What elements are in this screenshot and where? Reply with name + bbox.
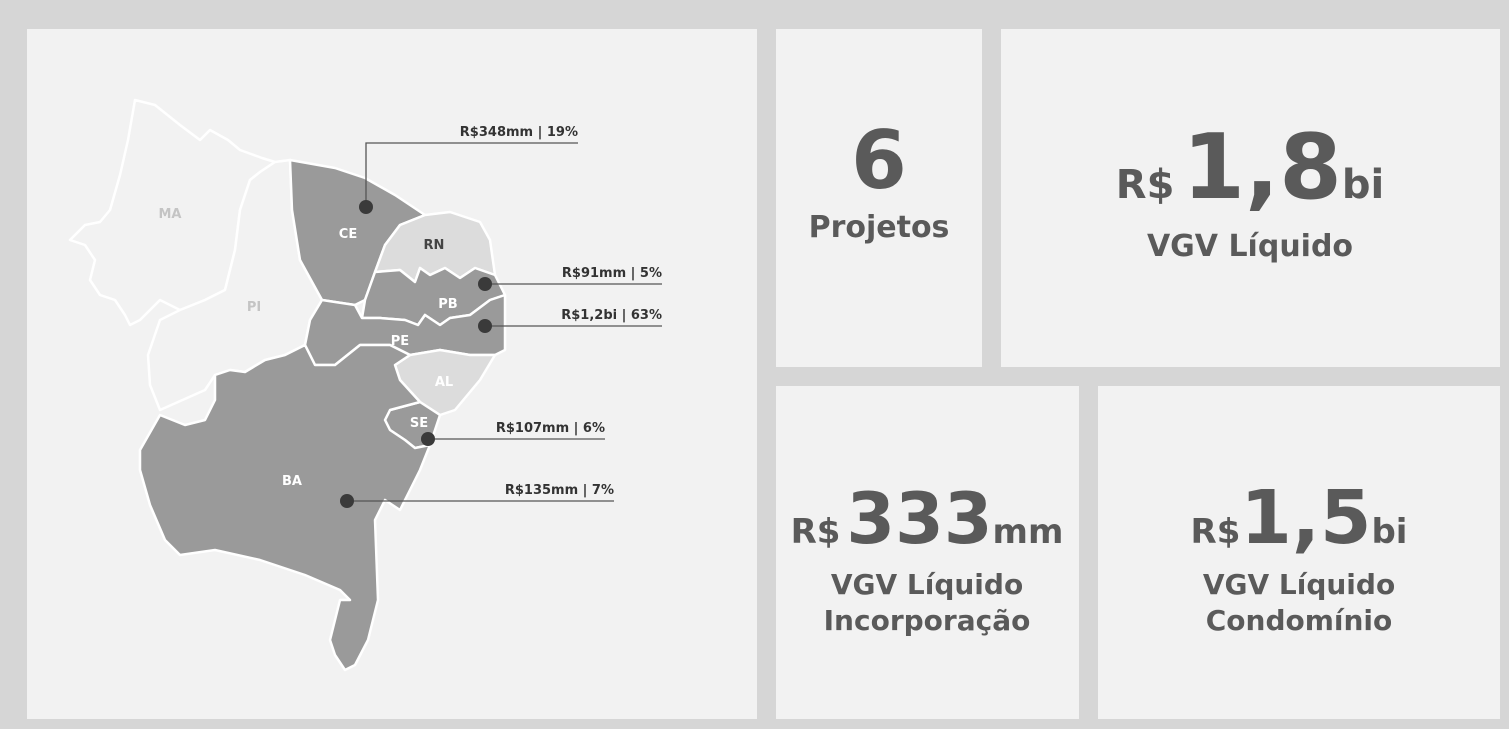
map: MA PI CE RN PB PE AL SE BA R$348mm | 19%… bbox=[68, 98, 662, 672]
kpi-card bbox=[776, 386, 1079, 719]
kpi-value: 333 bbox=[846, 478, 992, 560]
callout-label: R$135mm | 7% bbox=[505, 483, 614, 498]
callout-dot bbox=[478, 277, 492, 291]
callout-label: R$107mm | 6% bbox=[496, 421, 605, 436]
kpi-value: 1,5 bbox=[1240, 475, 1371, 561]
state-label: PE bbox=[391, 334, 409, 349]
kpi-value: 1,8 bbox=[1182, 115, 1341, 220]
state-label: SE bbox=[410, 416, 428, 431]
callout-dot bbox=[340, 494, 354, 508]
state-label: MA bbox=[159, 207, 182, 222]
kpi-suffix: bi bbox=[1371, 512, 1407, 552]
kpi-caption: VGV Líquido bbox=[831, 568, 1023, 601]
kpi-prefix: R$ bbox=[791, 512, 841, 552]
kpi-suffix: mm bbox=[993, 512, 1064, 552]
callout-dot bbox=[359, 200, 373, 214]
kpi-suffix: bi bbox=[1342, 162, 1384, 208]
callout-label: R$348mm | 19% bbox=[460, 125, 578, 140]
kpi-value-group: R$1,5bi bbox=[1191, 475, 1408, 561]
kpi-card bbox=[1098, 386, 1500, 719]
callout-line bbox=[365, 142, 578, 207]
kpi-caption: Projetos bbox=[809, 210, 950, 245]
state-label: CE bbox=[339, 227, 357, 242]
kpi-card bbox=[1001, 29, 1500, 367]
kpi-caption: Condomínio bbox=[1206, 604, 1393, 637]
kpi-caption: Incorporação bbox=[824, 604, 1031, 637]
kpi-value-group: R$333mm bbox=[791, 478, 1064, 560]
kpi-caption: VGV Líquido bbox=[1203, 568, 1395, 601]
state-label: PI bbox=[247, 300, 261, 315]
callout-label: R$91mm | 5% bbox=[562, 266, 662, 281]
callout-dot bbox=[478, 319, 492, 333]
state-label: RN bbox=[424, 238, 445, 253]
state-label: AL bbox=[435, 375, 453, 390]
state bbox=[68, 98, 277, 327]
callout-dot bbox=[421, 432, 435, 446]
kpi-card bbox=[776, 29, 982, 367]
kpi-value-group: R$1,8bi bbox=[1116, 115, 1384, 220]
state bbox=[138, 343, 432, 672]
callout-label: R$1,2bi | 63% bbox=[561, 308, 662, 323]
kpi-prefix: R$ bbox=[1191, 512, 1241, 552]
state-label: BA bbox=[282, 474, 302, 489]
kpi-prefix: R$ bbox=[1116, 162, 1175, 208]
state-label: PB bbox=[438, 297, 457, 312]
kpi-value: 6 bbox=[851, 114, 907, 207]
kpi-caption: VGV Líquido bbox=[1147, 229, 1353, 264]
